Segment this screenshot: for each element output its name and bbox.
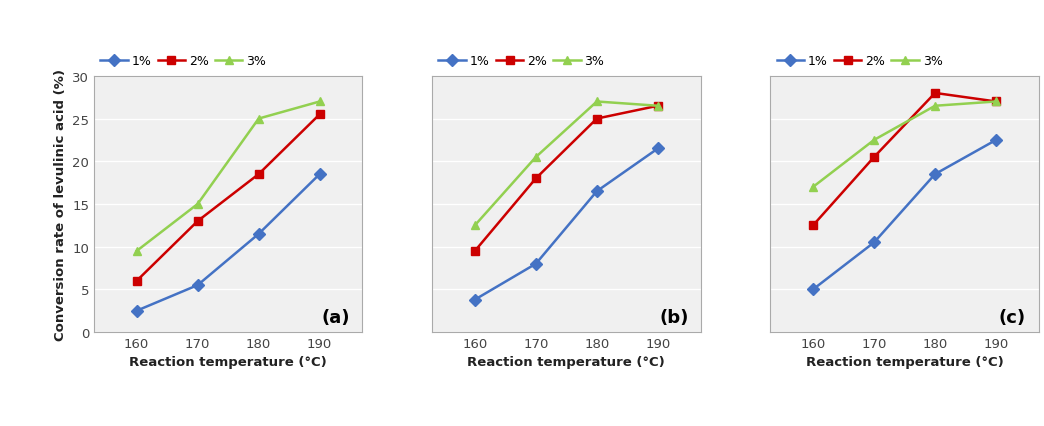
1% [253,232,265,237]
3% [529,155,542,160]
Legend: 1%, 2%, 3%: 1%, 2%, 3% [100,55,266,68]
Line: 3%: 3% [133,98,324,256]
2% [651,104,664,109]
3% [929,104,942,109]
1% [990,138,1002,143]
Legend: 1%, 2%, 3%: 1%, 2%, 3% [777,55,943,68]
2% [469,249,481,254]
Y-axis label: Conversion rate of levulinic acid (%): Conversion rate of levulinic acid (%) [53,69,67,340]
1% [130,308,143,314]
X-axis label: Reaction temperature (°C): Reaction temperature (°C) [129,356,327,368]
Text: (b): (b) [659,308,688,326]
2% [253,172,265,177]
2% [868,155,880,160]
1% [191,283,204,288]
1% [807,287,820,292]
3% [313,100,326,105]
3% [469,223,481,228]
Line: 2%: 2% [809,89,1000,230]
Text: (c): (c) [998,308,1025,326]
1% [529,262,542,267]
X-axis label: Reaction temperature (°C): Reaction temperature (°C) [468,356,665,368]
Line: 1%: 1% [133,170,324,315]
1% [591,189,603,194]
3% [591,100,603,105]
2% [929,91,942,96]
1% [929,172,942,177]
3% [191,202,204,207]
Line: 2%: 2% [133,111,324,285]
Legend: 1%, 2%, 3%: 1%, 2%, 3% [438,55,604,68]
3% [807,185,820,190]
2% [191,219,204,224]
Line: 1%: 1% [809,136,1000,294]
Line: 2%: 2% [471,102,662,256]
X-axis label: Reaction temperature (°C): Reaction temperature (°C) [806,356,1003,368]
3% [253,117,265,122]
2% [807,223,820,228]
1% [868,240,880,245]
3% [990,100,1002,105]
Text: (a): (a) [322,308,350,326]
3% [868,138,880,143]
1% [469,297,481,302]
1% [313,172,326,177]
2% [591,117,603,122]
Line: 3%: 3% [809,98,1000,192]
Line: 3%: 3% [471,98,662,230]
3% [130,249,143,254]
1% [651,147,664,152]
Line: 1%: 1% [471,145,662,304]
3% [651,104,664,109]
2% [130,279,143,284]
2% [313,112,326,118]
2% [529,176,542,181]
2% [990,100,1002,105]
